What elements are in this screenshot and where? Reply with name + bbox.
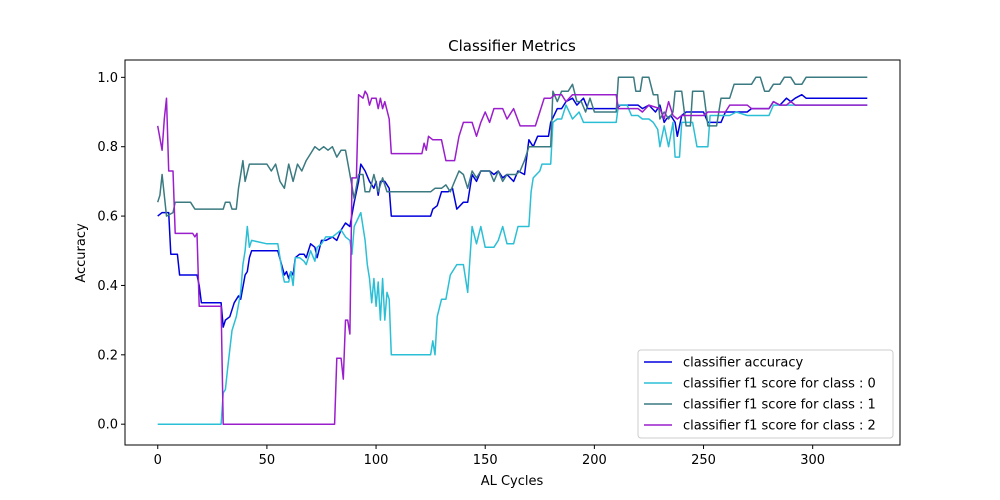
legend-label-2: classifier f1 score for class : 1 [683,398,876,413]
x-tick-label: 100 [364,453,389,468]
y-tick-label: 0.6 [97,210,118,225]
legend-box [637,349,894,439]
legend-label-1: classifier f1 score for class : 0 [683,377,876,392]
x-tick-label: 200 [582,453,607,468]
y-tick-label: 1.0 [97,71,118,86]
plot-frame [124,59,901,446]
legend-label-0: classifier accuracy [683,356,804,371]
x-tick-label: 50 [259,453,276,468]
x-tick-label: 250 [691,453,716,468]
legend-label-3: classifier f1 score for class : 2 [683,419,876,434]
chart-title: Classifier Metrics [448,37,576,55]
series-line-2 [156,76,868,217]
x-axis: 0 50 100 150 200 250 300 [154,445,825,468]
y-tick-label: 0.0 [97,418,118,433]
series-line-0 [157,93,868,328]
series-line-3 [156,90,868,425]
x-tick-label: 150 [473,453,498,468]
x-tick-label: 300 [800,453,825,468]
x-tick-label: 0 [154,453,162,468]
series-line-1 [157,104,868,425]
y-tick-label: 0.8 [97,140,118,155]
y-axis: 0.0 0.2 0.4 0.6 0.8 1.0 [97,71,125,433]
y-axis-label: Accuracy [74,223,89,283]
x-axis-label: AL Cycles [481,474,544,489]
y-tick-label: 0.4 [97,279,118,294]
legend: classifier accuracy classifier f1 score f… [637,349,894,439]
plot-area [156,76,868,425]
y-tick-label: 0.2 [97,348,118,363]
